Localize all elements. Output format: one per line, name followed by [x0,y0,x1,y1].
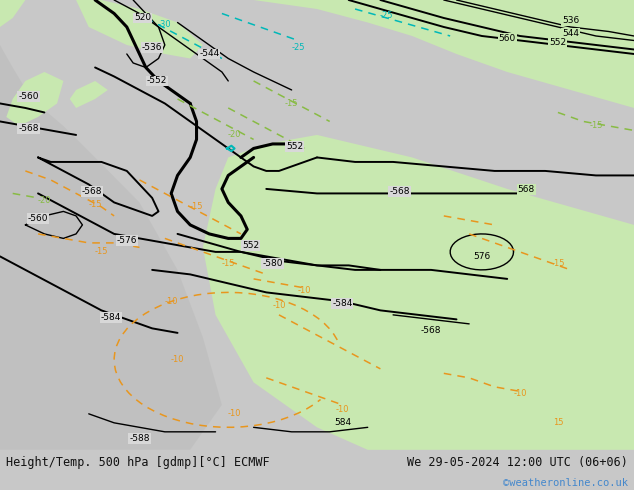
Text: -584: -584 [332,299,353,308]
Text: 520: 520 [134,14,152,23]
Text: Height/Temp. 500 hPa [gdmp][°C] ECMWF: Height/Temp. 500 hPa [gdmp][°C] ECMWF [6,456,270,469]
Text: -25: -25 [291,43,305,52]
Text: 552: 552 [242,241,259,249]
Text: 584: 584 [333,418,351,427]
Text: 568: 568 [517,185,535,195]
Text: -568: -568 [421,326,441,335]
Text: 576: 576 [473,252,491,261]
Text: -576: -576 [117,236,137,245]
Text: -20: -20 [228,130,242,140]
Text: 544: 544 [562,29,579,38]
Text: -20: -20 [37,196,51,205]
Text: -15: -15 [551,259,565,268]
Text: -560: -560 [18,92,39,101]
Text: -30: -30 [158,20,172,29]
Text: -10: -10 [513,389,527,398]
Text: 560: 560 [498,34,516,43]
Text: -10: -10 [297,286,311,294]
Text: -568: -568 [389,187,410,196]
Text: -15: -15 [88,200,102,209]
Text: -580: -580 [262,259,283,268]
Text: -544: -544 [199,49,219,58]
Text: -15: -15 [285,99,299,108]
Text: -10: -10 [228,409,242,418]
Text: -588: -588 [129,434,150,443]
Text: -584: -584 [101,313,121,321]
Text: -15: -15 [190,202,204,211]
Text: -15: -15 [589,122,603,130]
Text: -552: -552 [147,76,167,85]
Text: 536: 536 [562,16,579,24]
Text: -25: -25 [380,11,394,20]
Text: ©weatheronline.co.uk: ©weatheronline.co.uk [503,478,628,488]
Text: -10: -10 [272,301,286,310]
Text: -536: -536 [142,43,162,52]
Text: We 29-05-2024 12:00 UTC (06+06): We 29-05-2024 12:00 UTC (06+06) [407,456,628,469]
Text: -568: -568 [82,187,102,196]
Text: -10: -10 [335,405,349,414]
Text: 552: 552 [549,38,567,47]
Text: -10: -10 [164,297,178,306]
Text: 15: 15 [553,418,563,427]
Text: -15: -15 [94,247,108,256]
Text: -560: -560 [28,214,48,222]
Text: -15: -15 [221,259,235,268]
Text: -10: -10 [171,355,184,365]
Text: -568: -568 [18,123,39,133]
Text: 552: 552 [286,142,304,151]
